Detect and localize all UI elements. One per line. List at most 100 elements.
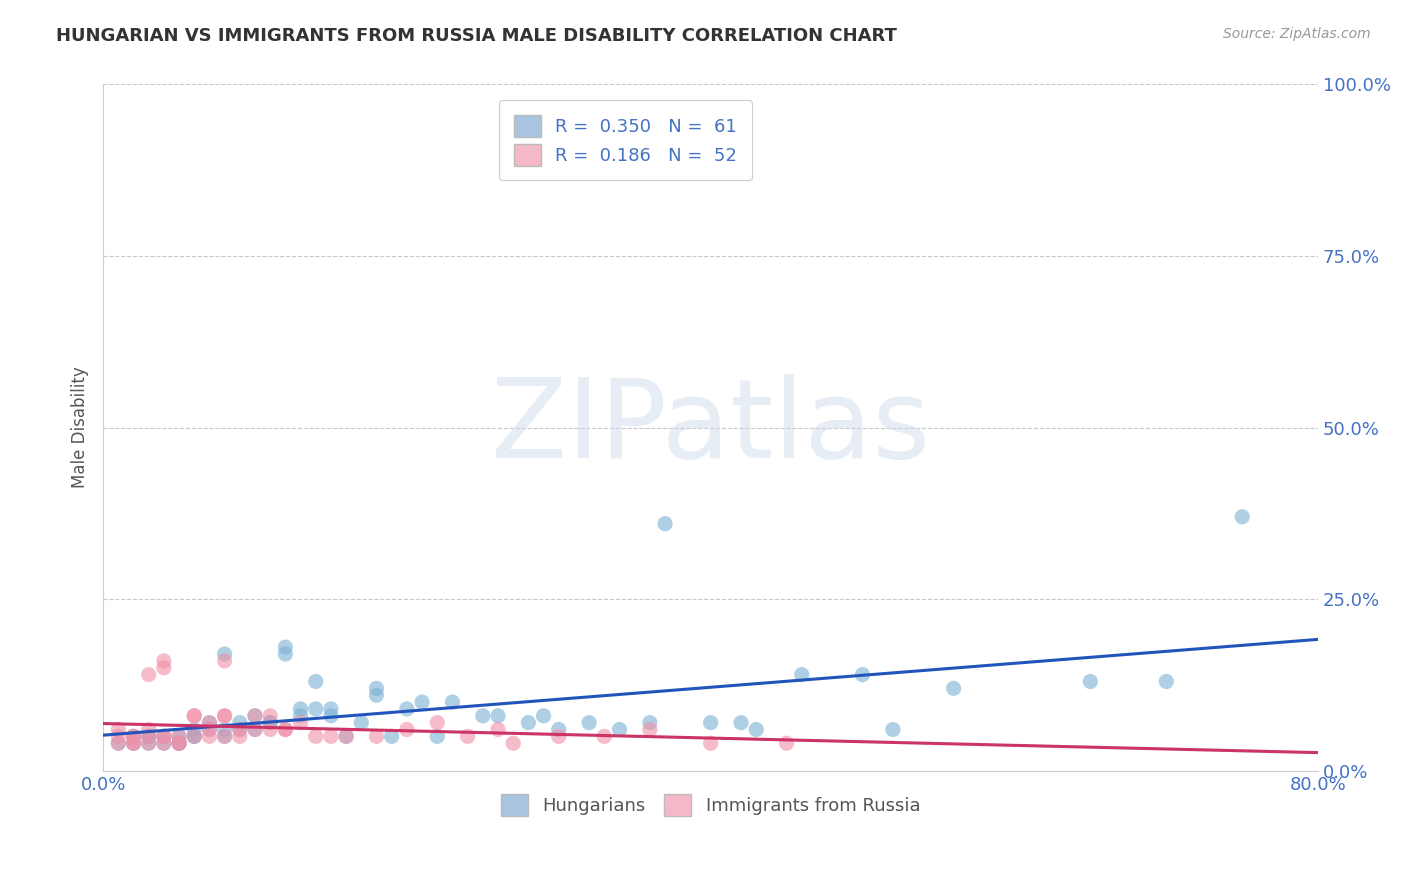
Legend: Hungarians, Immigrants from Russia: Hungarians, Immigrants from Russia [494, 787, 928, 823]
Point [274, 723, 297, 737]
Point [138, 730, 160, 744]
Point [183, 730, 205, 744]
Point [243, 723, 266, 737]
Point [259, 723, 281, 737]
Point [882, 723, 904, 737]
Point [198, 723, 221, 737]
Point [502, 736, 524, 750]
Point [609, 723, 631, 737]
Point [1230, 509, 1253, 524]
Point [335, 730, 357, 744]
Point [319, 708, 342, 723]
Point [122, 736, 145, 750]
Point [471, 708, 494, 723]
Point [547, 730, 569, 744]
Point [457, 730, 479, 744]
Point [366, 688, 388, 702]
Point [411, 695, 433, 709]
Point [183, 708, 205, 723]
Point [730, 715, 752, 730]
Point [229, 723, 252, 737]
Point [229, 730, 252, 744]
Point [229, 715, 252, 730]
Point [243, 723, 266, 737]
Point [153, 736, 176, 750]
Point [1154, 674, 1177, 689]
Point [654, 516, 676, 531]
Point [167, 736, 190, 750]
Point [578, 715, 600, 730]
Point [153, 661, 176, 675]
Point [198, 715, 221, 730]
Point [441, 695, 464, 709]
Point [198, 730, 221, 744]
Text: Source: ZipAtlas.com: Source: ZipAtlas.com [1223, 27, 1371, 41]
Point [183, 730, 205, 744]
Point [547, 723, 569, 737]
Point [167, 736, 190, 750]
Point [167, 736, 190, 750]
Point [486, 723, 509, 737]
Point [183, 730, 205, 744]
Point [259, 715, 281, 730]
Point [533, 708, 555, 723]
Point [138, 736, 160, 750]
Point [138, 736, 160, 750]
Point [153, 730, 176, 744]
Point [305, 674, 328, 689]
Point [122, 730, 145, 744]
Point [138, 730, 160, 744]
Point [122, 736, 145, 750]
Point [290, 708, 312, 723]
Point [745, 723, 768, 737]
Point [183, 723, 205, 737]
Point [290, 702, 312, 716]
Point [167, 730, 190, 744]
Point [426, 715, 449, 730]
Point [851, 667, 873, 681]
Point [335, 730, 357, 744]
Point [198, 723, 221, 737]
Point [274, 640, 297, 655]
Point [243, 708, 266, 723]
Point [366, 681, 388, 696]
Point [243, 708, 266, 723]
Point [138, 723, 160, 737]
Point [517, 715, 540, 730]
Point [593, 730, 616, 744]
Y-axis label: Male Disability: Male Disability [72, 367, 89, 489]
Point [153, 736, 176, 750]
Point [638, 715, 661, 730]
Point [229, 723, 252, 737]
Point [167, 736, 190, 750]
Point [138, 730, 160, 744]
Point [214, 647, 236, 661]
Point [366, 730, 388, 744]
Point [167, 730, 190, 744]
Point [122, 730, 145, 744]
Point [699, 736, 721, 750]
Point [305, 730, 328, 744]
Point [214, 708, 236, 723]
Point [259, 715, 281, 730]
Point [214, 730, 236, 744]
Text: ZIPatlas: ZIPatlas [491, 374, 931, 481]
Point [381, 730, 404, 744]
Point [138, 667, 160, 681]
Point [699, 715, 721, 730]
Point [486, 708, 509, 723]
Point [790, 667, 813, 681]
Point [214, 730, 236, 744]
Point [107, 730, 129, 744]
Point [305, 702, 328, 716]
Point [259, 708, 281, 723]
Point [183, 708, 205, 723]
Point [122, 730, 145, 744]
Point [198, 715, 221, 730]
Point [290, 715, 312, 730]
Point [153, 654, 176, 668]
Point [638, 723, 661, 737]
Point [153, 730, 176, 744]
Point [153, 730, 176, 744]
Point [1078, 674, 1101, 689]
